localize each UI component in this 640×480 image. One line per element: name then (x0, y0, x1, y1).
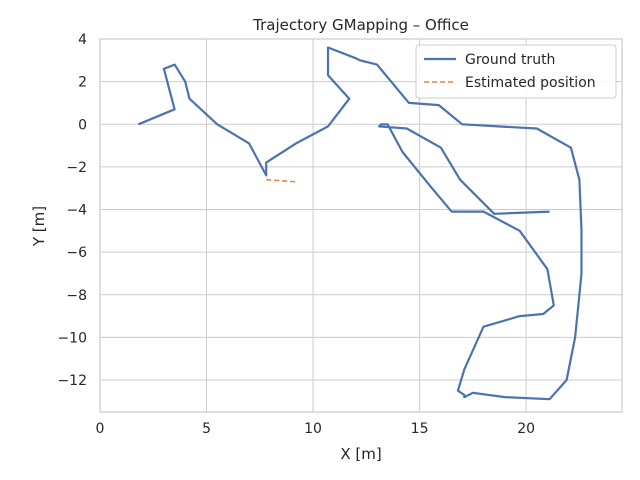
y-tick-label-1: 2 (78, 75, 87, 91)
x-tick-label-4: 20 (517, 421, 535, 437)
x-axis-label: X [m] (340, 445, 381, 463)
plot-frame (99, 38, 623, 413)
x-tick-labels: 0 5 10 15 20 (96, 421, 535, 437)
chart-title: Trajectory GMapping – Office (252, 16, 469, 34)
y-tick-label-4: −4 (66, 203, 87, 219)
y-tick-label-6: −8 (66, 288, 87, 304)
x-tick-label-3: 15 (411, 421, 429, 437)
x-tick-label-0: 0 (96, 421, 105, 437)
series-line-ground-truth (137, 46, 583, 401)
legend-label-estimated-position: Estimated position (465, 75, 596, 91)
y-axis-label: Y [m] (30, 206, 48, 247)
series-layer (137, 46, 583, 401)
plot-background (100, 39, 622, 412)
y-tick-labels: 4 2 0 −2 −4 −6 −8 −10 −12 (57, 32, 87, 389)
y-tick-label-5: −6 (66, 245, 87, 261)
legend-box (415, 44, 617, 99)
x-tick-label-1: 5 (202, 421, 211, 437)
legend-label-ground-truth: Ground truth (465, 52, 555, 68)
y-tick-label-0: 4 (78, 32, 87, 48)
y-tick-label-3: −2 (66, 160, 87, 176)
series-line-estimated-position (266, 178, 297, 183)
legend: Ground truth Estimated position (415, 44, 617, 99)
x-tick-label-2: 10 (304, 421, 322, 437)
y-tick-label-2: 0 (78, 117, 87, 133)
y-tick-label-7: −10 (57, 330, 87, 346)
y-tick-label-8: −12 (57, 373, 87, 389)
